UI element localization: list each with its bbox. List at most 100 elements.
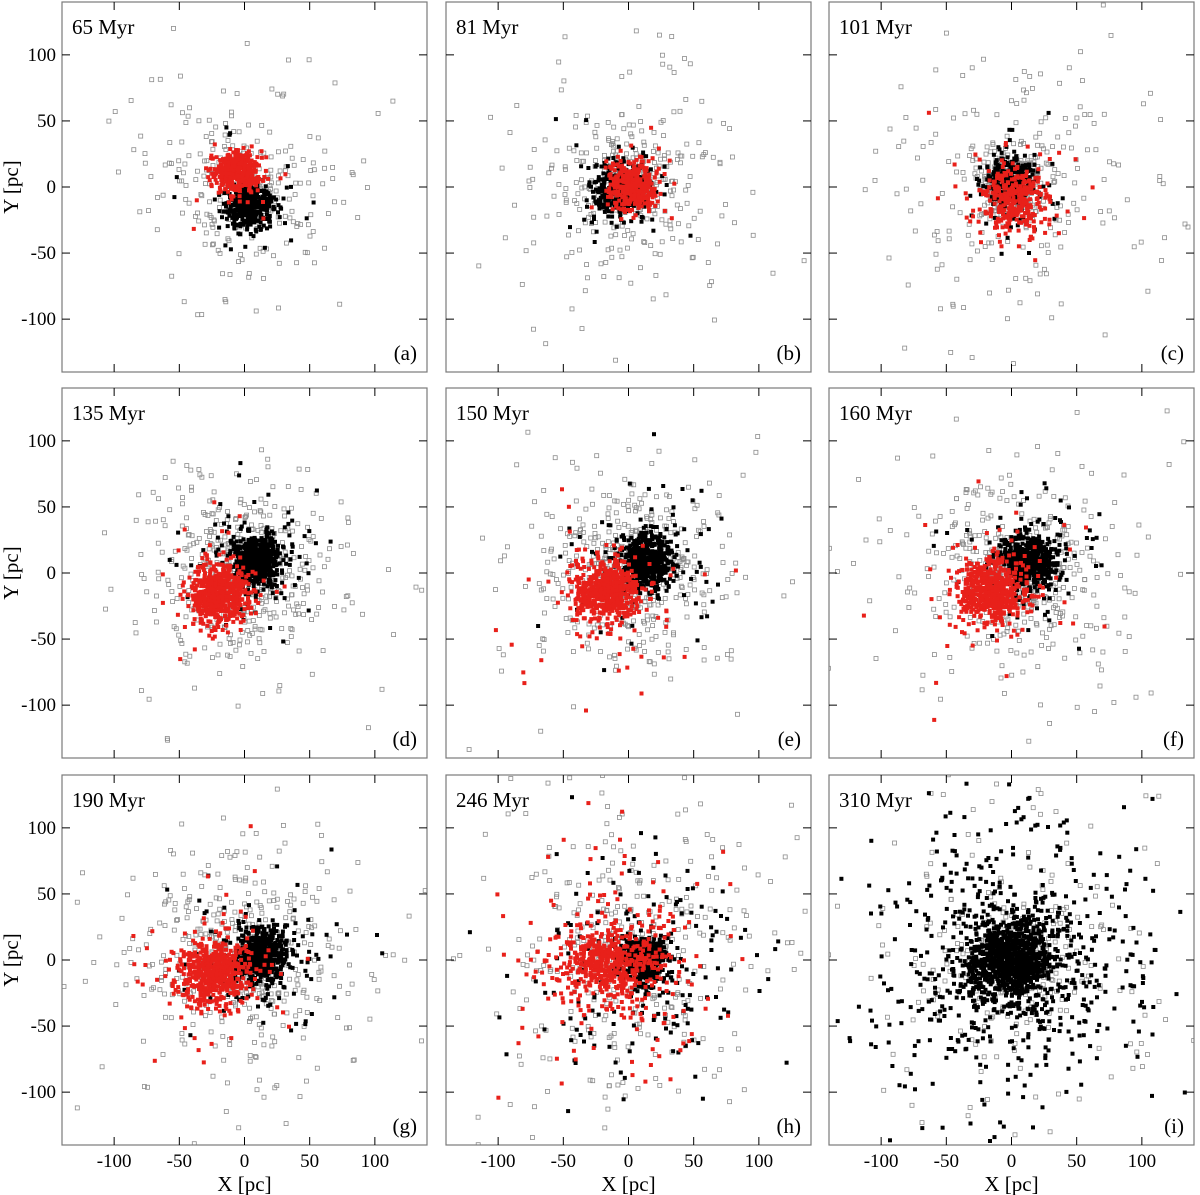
red-cluster-point — [608, 176, 613, 180]
red-cluster-point — [1047, 157, 1052, 161]
field-star-point — [1102, 332, 1108, 338]
black-cluster-point — [236, 546, 241, 551]
field-star-point — [284, 240, 289, 246]
black-cluster-point — [1017, 217, 1022, 222]
red-cluster-point — [231, 619, 236, 624]
field-star-point — [1185, 224, 1191, 230]
black-cluster-point — [249, 546, 254, 551]
field-star-point — [164, 736, 170, 741]
field-star-point — [330, 164, 336, 170]
red-cluster-point — [618, 207, 623, 212]
black-cluster-point — [268, 195, 273, 200]
red-cluster-point — [236, 152, 241, 157]
black-cluster-point — [1007, 138, 1012, 143]
data-points — [102, 447, 425, 743]
field-star-point — [575, 191, 581, 197]
black-cluster-point — [262, 541, 267, 546]
red-cluster-point — [253, 598, 258, 603]
field-star-point — [245, 639, 250, 645]
field-star-point — [322, 148, 328, 154]
field-star-point — [678, 206, 683, 212]
red-cluster-point — [231, 194, 236, 199]
red-cluster-point — [225, 183, 230, 188]
field-star-point — [182, 161, 188, 167]
field-star-point — [1021, 97, 1027, 103]
red-cluster-point — [218, 158, 223, 163]
black-cluster-point — [227, 524, 232, 529]
red-cluster-point — [610, 190, 615, 195]
field-star-point — [183, 614, 189, 620]
field-star-point — [1035, 142, 1040, 148]
black-cluster-point — [285, 164, 290, 169]
black-cluster-point — [258, 565, 262, 570]
black-cluster-point — [253, 551, 258, 556]
field-star-point — [630, 231, 636, 237]
field-star-point — [133, 517, 139, 523]
field-star-point — [167, 507, 173, 513]
red-cluster-point — [1025, 188, 1030, 193]
red-cluster-point — [1005, 198, 1010, 203]
field-star-point — [180, 495, 185, 501]
black-cluster-point — [639, 215, 644, 219]
red-cluster-point — [995, 186, 1000, 191]
black-cluster-point — [311, 200, 316, 205]
field-star-point — [531, 240, 537, 246]
field-star-point — [300, 157, 306, 163]
red-cluster-point — [1024, 200, 1029, 205]
field-star-point — [293, 612, 299, 617]
field-star-point — [585, 113, 590, 119]
field-star-point — [1055, 134, 1061, 140]
field-star-point — [986, 240, 992, 246]
black-cluster-point — [240, 217, 245, 222]
red-cluster-point — [255, 155, 260, 160]
field-star-point — [622, 233, 627, 238]
field-star-point — [605, 120, 611, 125]
red-cluster-point — [243, 601, 248, 606]
black-cluster-point — [263, 205, 268, 210]
black-cluster-point — [226, 514, 231, 519]
field-star-point — [750, 232, 756, 238]
field-star-point — [1052, 178, 1058, 184]
field-star-point — [291, 607, 297, 613]
red-cluster-point — [606, 194, 610, 199]
field-star-point — [585, 275, 590, 281]
red-cluster-point — [623, 180, 628, 185]
black-cluster-point — [664, 183, 669, 187]
field-star-point — [1005, 316, 1010, 322]
black-cluster-point — [993, 161, 998, 166]
field-star-point — [665, 150, 671, 156]
red-cluster-point — [1028, 182, 1033, 187]
red-cluster-point — [620, 179, 625, 184]
red-cluster-point — [1000, 176, 1004, 181]
black-cluster-point — [259, 544, 264, 549]
field-star-point — [206, 546, 212, 552]
black-cluster-point — [275, 548, 280, 552]
black-cluster-point — [586, 166, 591, 170]
field-star-point — [898, 84, 904, 90]
red-cluster-point — [264, 155, 269, 160]
red-cluster-point — [1007, 217, 1012, 222]
field-star-point — [231, 129, 237, 135]
red-cluster-point — [202, 584, 207, 589]
field-star-point — [1158, 117, 1163, 122]
black-cluster-point — [235, 567, 240, 572]
field-star-point — [196, 536, 202, 541]
black-cluster-point — [214, 553, 219, 558]
red-cluster-point — [653, 193, 658, 198]
red-cluster-point — [609, 195, 614, 200]
red-cluster-point — [608, 182, 613, 187]
field-star-point — [1030, 86, 1035, 91]
field-star-point — [1033, 262, 1039, 268]
field-star-point — [256, 636, 262, 642]
field-star-point — [690, 153, 696, 159]
field-star-point — [264, 593, 270, 599]
field-star-point — [137, 209, 143, 215]
field-star-point — [306, 558, 312, 563]
field-star-point — [228, 632, 233, 638]
field-star-point — [171, 25, 176, 31]
red-cluster-point — [1037, 205, 1042, 210]
red-cluster-point — [249, 158, 254, 163]
red-cluster-point — [1021, 199, 1026, 204]
field-star-point — [651, 129, 657, 135]
black-cluster-point — [244, 551, 249, 555]
